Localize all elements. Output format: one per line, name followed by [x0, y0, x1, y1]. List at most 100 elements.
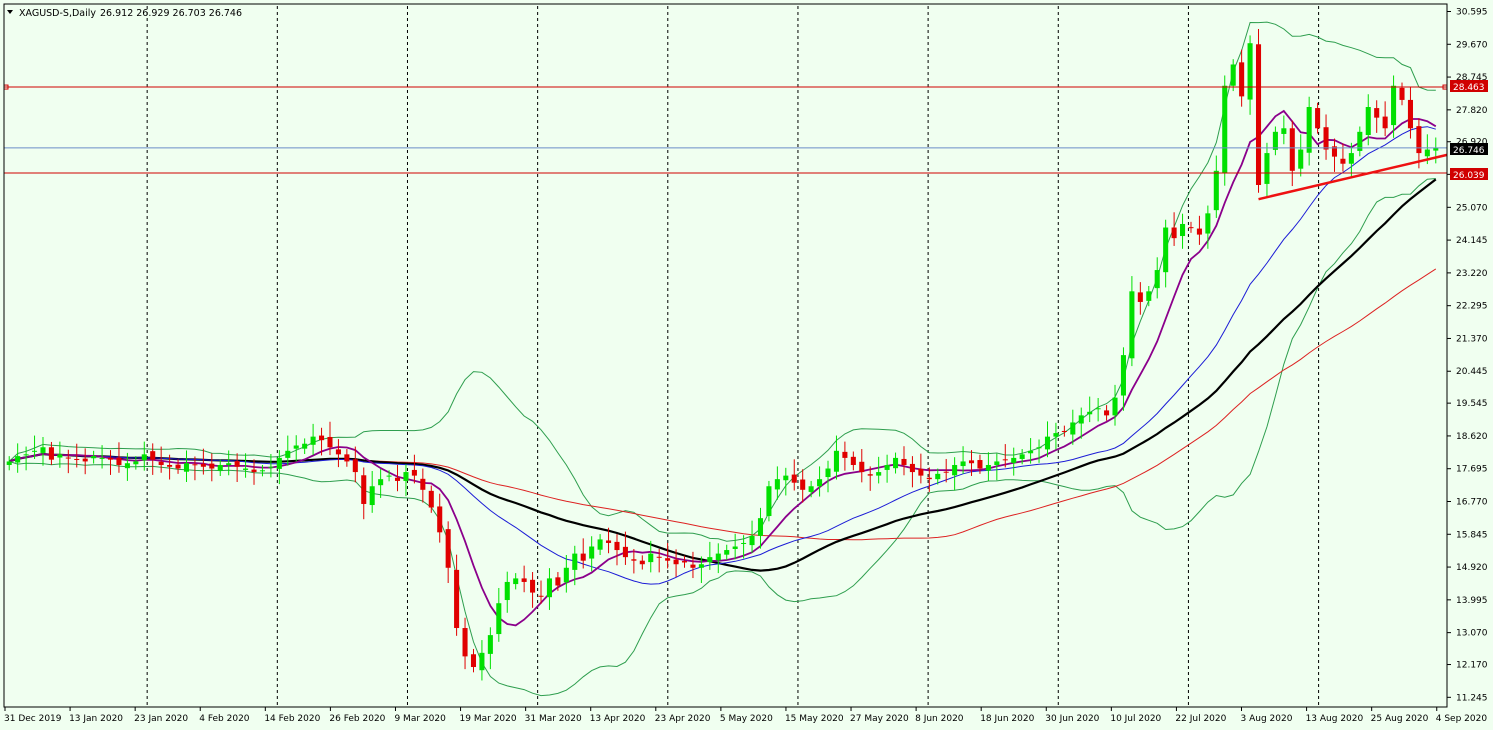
candle-body [32, 450, 38, 452]
y-tick-label: 11.245 [1456, 693, 1488, 703]
bull-candle [1180, 213, 1186, 249]
candle-body [487, 635, 493, 654]
candle-body [293, 445, 299, 449]
bull-candle [648, 540, 654, 573]
candle-body [648, 553, 654, 563]
candle-body [479, 652, 485, 671]
candle-body [124, 463, 130, 469]
candle-body [1416, 126, 1422, 154]
bear-candle [462, 617, 468, 670]
bull-candle [133, 456, 139, 470]
candle-body [23, 454, 29, 456]
candle-body [614, 541, 620, 551]
candle-body [800, 479, 806, 490]
candle-body [597, 539, 603, 550]
candle-body [1289, 128, 1295, 171]
bull-candle [589, 536, 595, 572]
candle-body [943, 471, 949, 473]
candle-body [673, 559, 679, 565]
y-tick-label: 18.620 [1456, 432, 1488, 442]
bear-candle [639, 555, 645, 570]
y-tick-label: 14.920 [1456, 563, 1488, 573]
bull-candle [183, 450, 190, 482]
candle-body [1044, 436, 1051, 450]
candle-body [369, 486, 375, 506]
bull-candle [302, 438, 308, 454]
ohlc-readout: 26.912 26.929 26.703 26.746 [100, 8, 242, 19]
bull-candle [935, 468, 941, 485]
bear-candle [909, 456, 915, 488]
price-axis[interactable]: 30.59529.67028.74527.82026.92026.00025.0… [1447, 7, 1488, 703]
bear-candle [437, 493, 443, 543]
bear-candle [1289, 120, 1295, 187]
bear-candle [1416, 118, 1422, 169]
bear-candle [521, 565, 527, 593]
bear-candle [209, 453, 215, 482]
trendline[interactable] [1258, 153, 1448, 201]
candle-body [437, 506, 443, 533]
bull-candle [1264, 142, 1270, 197]
bear-candle [631, 548, 637, 574]
candle-body [141, 454, 147, 461]
x-tick-label: 25 Aug 2020 [1371, 714, 1429, 724]
candle-body [1061, 430, 1067, 432]
candle-body [707, 557, 713, 563]
plot-frame [3, 3, 1448, 708]
bull-candle [1019, 449, 1025, 465]
bull-candle [1230, 59, 1236, 92]
moving-averages [8, 109, 1437, 627]
x-tick-label: 15 May 2020 [785, 714, 844, 724]
candle-body [310, 436, 316, 445]
bull-candle [1120, 347, 1126, 411]
bull-candle [496, 587, 502, 642]
candle-body [394, 477, 401, 481]
candle-body [994, 461, 1000, 465]
time-axis[interactable]: 31 Dec 2019 13 Jan 2020 23 Jan 2020 4 Feb 2… [4, 707, 1487, 724]
bear-candle [352, 446, 358, 483]
bull-candle [572, 545, 578, 586]
svg-text:26.746: 26.746 [1453, 146, 1485, 156]
candle-body [606, 540, 612, 543]
candle-body [1120, 355, 1126, 396]
candle-body [766, 486, 772, 517]
bear-candle [428, 485, 434, 513]
bull-candle [1036, 439, 1042, 463]
bull-candle [707, 541, 713, 570]
candle-body [454, 569, 460, 629]
candle-body [817, 479, 823, 487]
candle-body [1196, 228, 1202, 235]
candle-body [504, 581, 510, 601]
candle-body [462, 628, 468, 657]
bear-candle [1315, 102, 1321, 134]
bear-candle [1002, 444, 1008, 468]
collapse-triangle-icon[interactable] [7, 10, 13, 14]
bear-candle [319, 427, 325, 456]
candle-body [639, 560, 645, 565]
bull-candle [293, 435, 299, 462]
candle-body [1053, 433, 1059, 437]
candle-body [757, 518, 764, 536]
bull-candle [99, 445, 105, 469]
bull-candle [91, 450, 97, 464]
bull-candle [1213, 155, 1219, 218]
x-tick-label: 31 Dec 2019 [4, 714, 62, 724]
candle-body [251, 469, 257, 473]
candle-body [1340, 158, 1346, 164]
bull-candle [1281, 115, 1287, 145]
y-tick-label: 22.295 [1456, 302, 1488, 312]
candle-body [1281, 128, 1287, 134]
horizontal-levels[interactable] [3, 84, 1448, 174]
candle-body [167, 464, 173, 467]
candle-body [1247, 43, 1253, 100]
x-tick-label: 4 Feb 2020 [199, 714, 250, 724]
bull-candle [1348, 142, 1354, 177]
candle-body [1407, 99, 1413, 129]
support-trendline [1258, 153, 1448, 201]
candle-body [555, 577, 561, 586]
bear-candle [1171, 212, 1177, 246]
candle-body [428, 490, 434, 508]
bull-candle [1306, 96, 1312, 166]
bear-candle [82, 448, 88, 475]
